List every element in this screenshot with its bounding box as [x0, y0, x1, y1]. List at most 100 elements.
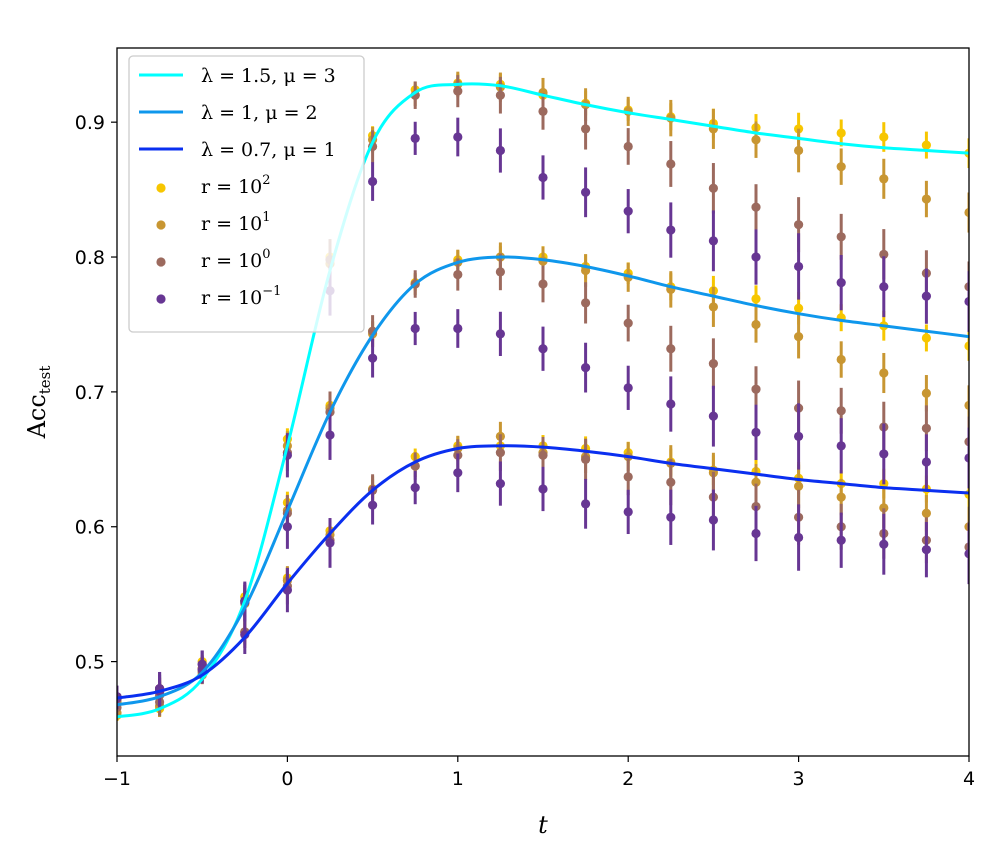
legend-label-base: r = 10 [201, 213, 262, 235]
series-2-point [623, 472, 633, 482]
series-2-point [794, 220, 804, 230]
series-3-point [325, 538, 335, 548]
x-tick-label: 3 [793, 768, 805, 790]
legend-marker-6 [156, 294, 166, 304]
y-tick-label: 0.5 [75, 652, 105, 674]
series-2-point [623, 141, 633, 152]
series-0-point [964, 341, 969, 351]
series-2-point [666, 159, 676, 169]
series-1-point [921, 508, 932, 518]
series-1-point [708, 302, 719, 312]
series-1-point [794, 145, 804, 156]
series-1-point [836, 162, 846, 172]
series-2-point [538, 106, 548, 116]
series-3-point [453, 323, 463, 334]
series-3-point [666, 225, 676, 235]
line-series-0 [117, 82, 969, 719]
series-1-point [836, 354, 846, 365]
x-tick-label: 4 [963, 768, 975, 790]
series-2-point [836, 406, 846, 416]
legend-label-base: r = 10 [201, 176, 262, 198]
series-1-point [921, 194, 932, 204]
series-1-point [879, 368, 889, 378]
legend-label-exponent: −1 [262, 284, 281, 299]
series-0-point [921, 333, 932, 343]
legend-label-base: r = 10 [201, 287, 262, 309]
series-2-point [921, 423, 932, 433]
y-tick-label: 0.6 [75, 517, 105, 539]
line-series-2 [117, 444, 969, 700]
series-2-point [708, 183, 719, 193]
y-axis-label-sub: test [36, 366, 54, 395]
series-1-point [964, 400, 969, 410]
series-0-point [879, 132, 889, 142]
series-3-point [410, 483, 420, 493]
series-1-point [879, 174, 889, 184]
series-3-point [581, 187, 591, 197]
series-3-point [836, 441, 846, 451]
series-3-point [794, 261, 804, 272]
legend-label-4: r = 101 [201, 210, 271, 235]
series-3-point [538, 484, 548, 494]
legend-label-exponent: 0 [262, 247, 270, 262]
series-3-point [964, 549, 969, 559]
series-2-point [581, 298, 591, 308]
series-3-point [666, 399, 676, 409]
series-3-point [623, 507, 633, 517]
x-axis-label: t [538, 811, 548, 839]
series-3-point [538, 172, 548, 183]
series-0-point [836, 128, 846, 138]
series-3-point [708, 515, 719, 525]
series-3-point [836, 278, 846, 288]
series-2-point [581, 124, 591, 134]
series-1-point [921, 388, 932, 398]
x-tick-label: 1 [452, 768, 464, 790]
legend-label-3: r = 102 [201, 173, 271, 198]
series-3-point [964, 453, 969, 463]
series-2-point [453, 86, 463, 96]
series-2-point [708, 358, 719, 369]
series-3-point [581, 363, 591, 373]
series-3-point [453, 468, 463, 478]
series-3-point [368, 500, 378, 510]
series-3-point [708, 236, 719, 246]
series-2-point [879, 249, 889, 259]
series-3-point [921, 545, 932, 555]
legend: λ = 1.5, μ = 3 λ = 1, μ = 2 λ = 0.7, μ = 1… [128, 55, 365, 333]
axes-frame [116, 47, 970, 757]
series-3-point [368, 353, 378, 363]
lines-layer [117, 82, 969, 719]
legend-marker-3 [156, 183, 166, 193]
series-3-point [751, 252, 761, 262]
series-3-point [964, 296, 969, 307]
y-tick-label: 0.9 [75, 112, 105, 134]
series-2-point [666, 477, 676, 487]
series-3-point [751, 427, 761, 437]
series-1-point [794, 331, 804, 342]
series-2-point [495, 267, 505, 277]
series-3-point [879, 282, 889, 292]
series-1-point [964, 207, 969, 218]
series-1-point [879, 503, 889, 513]
legend-label-0: λ = 1.5, μ = 3 [201, 65, 336, 87]
y-tick-label: 0.7 [75, 382, 105, 404]
series-3-point [921, 457, 932, 467]
series-1-point [836, 492, 846, 502]
series-3-point [623, 383, 633, 393]
series-2-point [666, 344, 676, 354]
legend-label-exponent: 1 [262, 210, 270, 225]
x-tick-label: −1 [103, 768, 131, 790]
series-1-point [751, 319, 761, 330]
legend-box [128, 55, 365, 333]
series-3-point [495, 329, 505, 339]
series-3-point [325, 430, 335, 440]
series-3-point [879, 449, 889, 459]
series-3-point [368, 176, 378, 187]
series-3-point [581, 499, 591, 509]
legend-marker-5 [156, 257, 166, 267]
series-0-point [921, 140, 932, 150]
series-3-point [794, 532, 804, 543]
series-2-point [538, 450, 548, 460]
